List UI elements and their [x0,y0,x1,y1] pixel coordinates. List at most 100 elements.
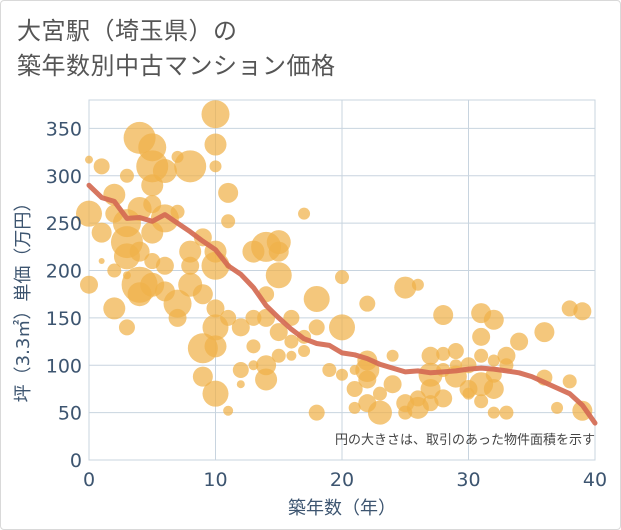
chart-title: 大宮駅（埼玉県）の 築年数別中古マンション価格 [17,14,336,84]
trend-line [86,182,598,426]
data-point [107,263,122,278]
data-point [308,319,325,336]
data-point [85,155,93,164]
data-point [510,332,529,351]
data-point [170,204,185,219]
data-point [499,405,514,420]
data-point [223,405,234,416]
data-point [129,241,150,262]
data-point [348,401,361,414]
data-point [271,348,286,363]
data-point [206,299,225,318]
data-point [386,349,399,362]
data-point [236,380,245,389]
data-point [383,375,402,394]
axis-ticks: 0 50 100 150 200 250 300 350 0 10 20 30 40 [46,118,607,491]
data-point [447,343,464,360]
data-point [168,308,187,327]
y-tick-label: 50 [58,403,82,425]
data-point [179,240,202,263]
data-point [119,168,134,183]
data-point [286,350,297,361]
data-point [155,256,174,275]
data-point [436,346,451,361]
data-point [246,339,261,354]
data-point [255,368,278,391]
x-tick-label: 40 [583,469,607,491]
data-point [283,309,300,326]
data-point [220,309,237,326]
bubble-layer [76,100,593,425]
data-point [372,386,387,401]
data-point [269,323,288,342]
data-point [394,276,417,299]
data-point [573,302,592,321]
data-point [163,289,192,318]
data-point [472,327,491,346]
data-point [483,378,504,399]
data-point [76,200,102,227]
data-point [487,406,500,419]
y-tick-label: 350 [46,118,82,140]
data-point [98,258,105,265]
data-point [192,284,213,305]
data-point [411,278,424,291]
data-point [221,214,236,229]
data-point [322,363,337,377]
data-point [231,318,250,337]
y-tick-label: 250 [46,213,82,235]
data-point [218,182,239,203]
y-axis-title: 坪（3.3㎡）単価（万円） [12,194,34,403]
data-point [284,334,299,349]
data-point [232,362,249,378]
data-point [103,297,126,320]
data-point [209,160,222,173]
data-point [487,354,500,367]
data-point [562,374,577,389]
chart-title-line2: 築年数別中古マンション価格 [17,52,336,80]
data-point [265,262,292,289]
y-tick-label: 300 [46,166,82,188]
data-point [308,404,325,421]
data-point [335,270,349,285]
data-point [80,275,98,294]
data-point [268,241,289,262]
data-point [174,150,207,183]
data-point [483,309,504,330]
y-tick-label: 0 [70,450,82,472]
chart-title-line1: 大宮駅（埼玉県）の [17,17,238,45]
x-tick-label: 0 [83,469,95,491]
data-point [202,380,229,407]
data-point [201,100,230,129]
y-tick-label: 200 [46,261,82,283]
data-point [551,401,564,414]
data-point [91,222,112,243]
data-point [93,158,110,175]
data-point [118,319,135,336]
data-point [358,370,377,389]
x-axis-title: 築年数（年） [288,498,396,519]
data-point [245,309,262,326]
data-point [336,368,348,381]
data-point [204,133,227,156]
data-point [248,360,259,371]
data-point [367,400,392,425]
y-tick-label: 150 [46,308,82,330]
data-point [433,305,454,326]
x-tick-label: 30 [456,469,480,491]
data-point [329,314,355,341]
data-point [298,207,311,220]
data-point [359,295,376,312]
data-point [421,346,440,365]
data-point [434,389,453,408]
data-point [346,380,363,397]
x-tick-label: 20 [330,469,354,491]
data-point [181,256,200,275]
x-tick-label: 10 [203,469,227,491]
data-point [303,285,330,312]
size-note: 円の大きさは、取引のあった物件面積を示す [335,433,595,448]
data-point [534,322,555,343]
data-point [298,345,311,358]
data-point [474,348,489,363]
